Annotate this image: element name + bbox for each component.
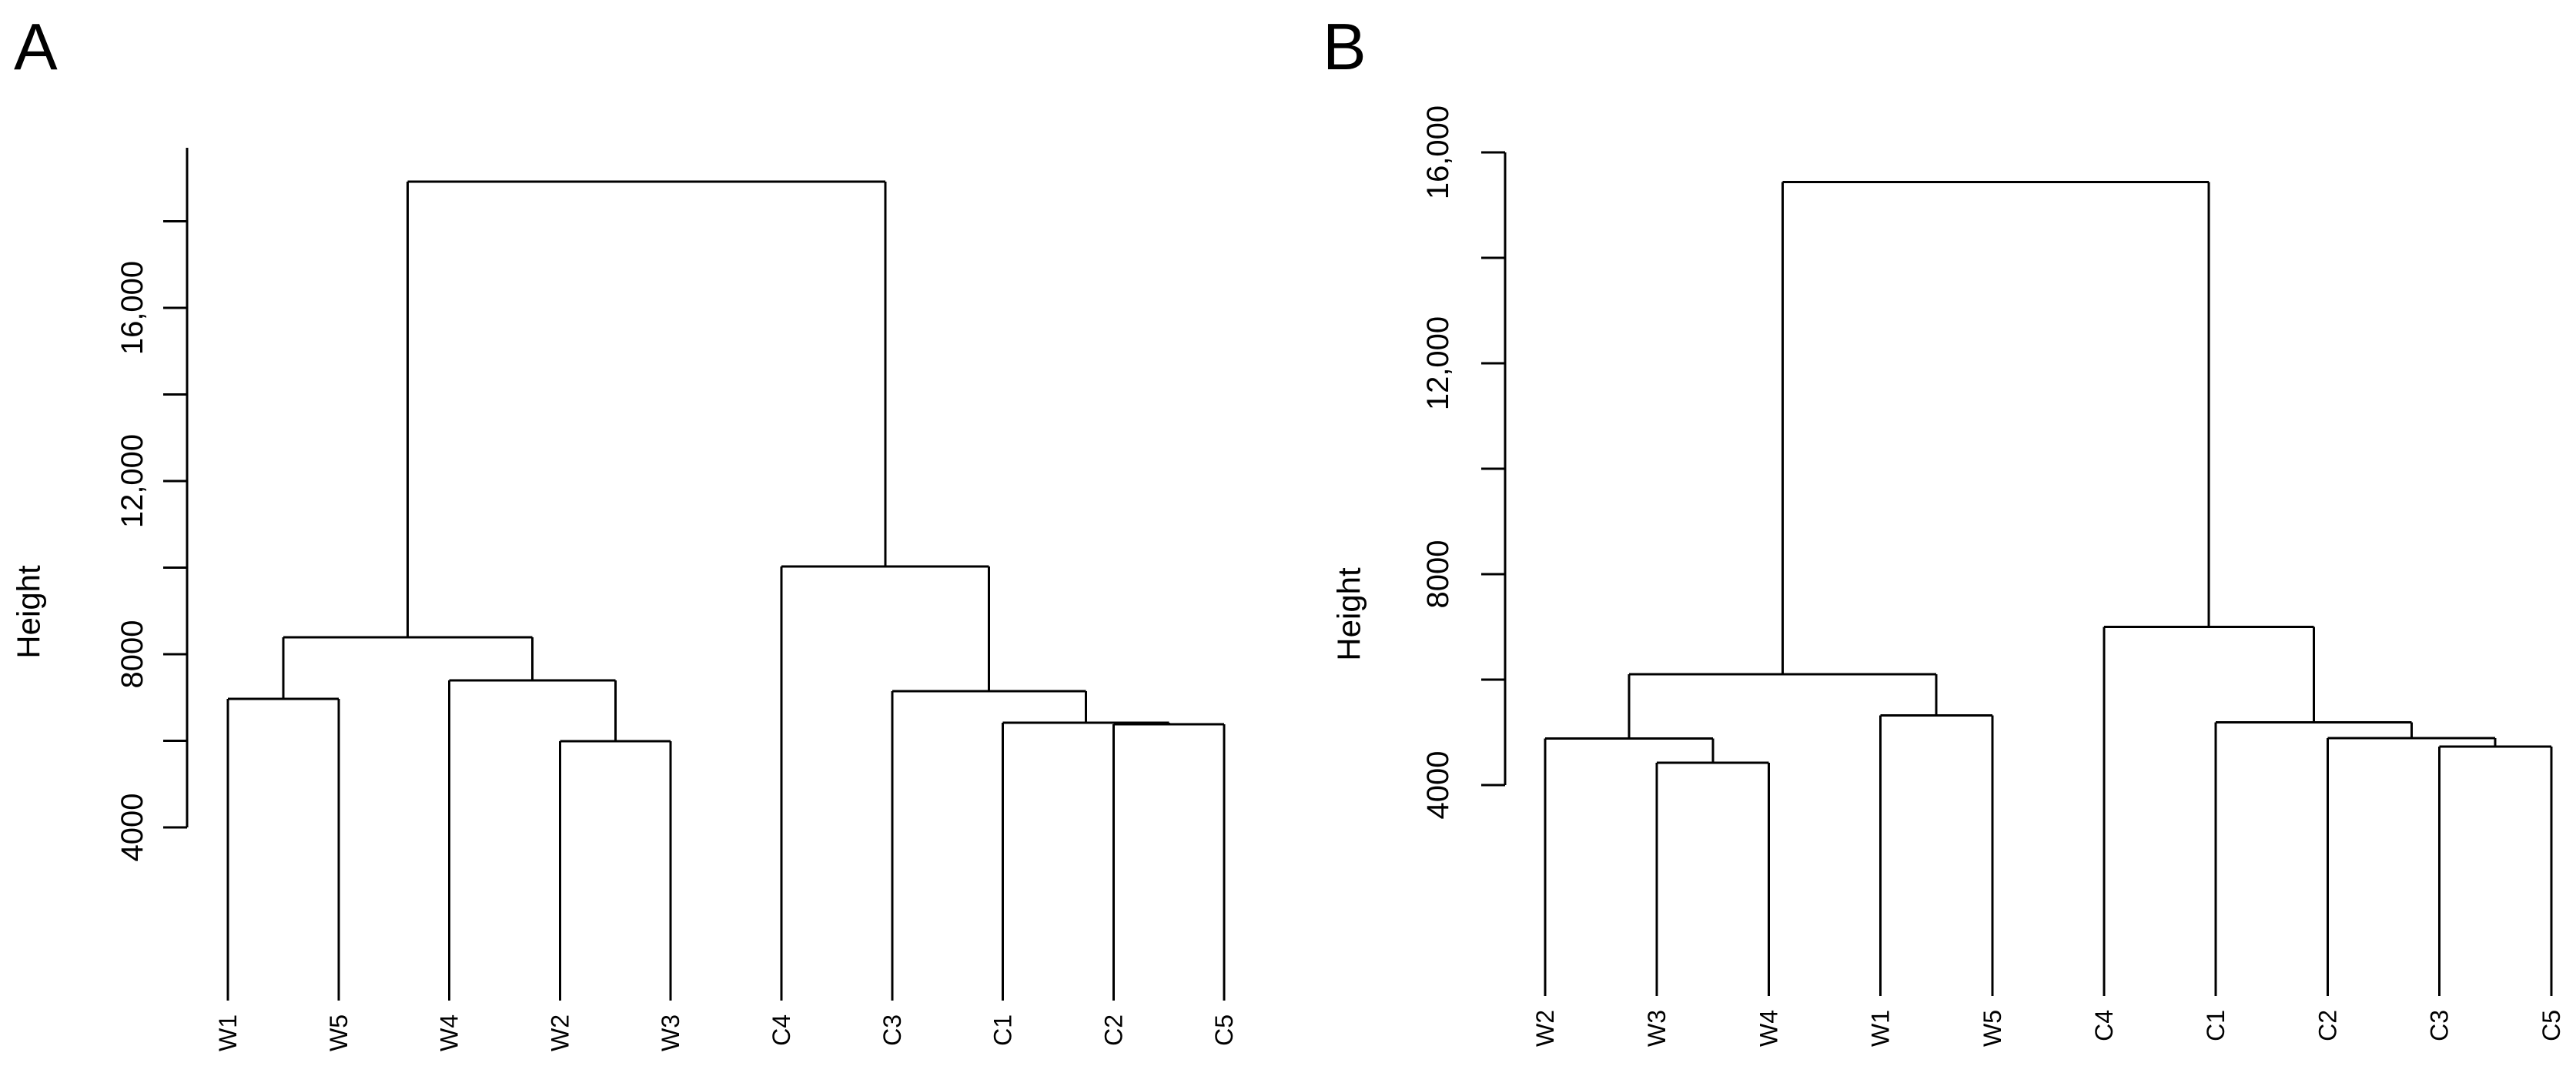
panel-b-leaf-label: C2: [2313, 1010, 2341, 1041]
panel-b-tick-label: 4000: [1421, 751, 1455, 820]
panel-b-tick-label: 16,000: [1421, 105, 1455, 199]
panel-a-leaf-label: C5: [1210, 1014, 1238, 1046]
panel-a-tree-lines: [226, 180, 1226, 1001]
panel-a-leaf-label: C1: [989, 1014, 1017, 1046]
panel-b-y-axis-title: Height: [1331, 567, 1367, 661]
panel-b-letter: B: [1323, 11, 1367, 84]
panel-a-tick-label: 12,000: [115, 434, 149, 528]
panel-a-tick-label: 16,000: [115, 261, 149, 355]
panel-b-tick-label: 12,000: [1421, 316, 1455, 410]
panel-a-leaf-label: C3: [878, 1014, 906, 1046]
panel-a-leaf-label: W3: [657, 1014, 684, 1051]
panel-b-tick-label: 8000: [1421, 540, 1455, 609]
panel-b-tree-lines: [1544, 180, 2553, 996]
panel-b-leaf-label: W1: [1867, 1010, 1895, 1047]
panel-a-leaf-label: W1: [214, 1014, 242, 1051]
panel-a-y-axis-title: Height: [11, 565, 47, 659]
panel-b-leaf-label: W4: [1755, 1010, 1782, 1047]
panel-a-leaf-label: W2: [546, 1014, 574, 1051]
panel-b-y-axis: [1481, 151, 1507, 787]
panel-b-leaf-label: C4: [2090, 1010, 2118, 1041]
panel-a-letter: A: [14, 11, 58, 84]
panel-a-leaf-label: W5: [325, 1014, 353, 1051]
panel-a-y-axis: [163, 148, 189, 829]
panel-a-leaf-label: W4: [436, 1014, 463, 1051]
panel-b-leaf-label: C1: [2202, 1010, 2230, 1041]
panel-b-leaf-label: W3: [1643, 1010, 1671, 1047]
panel-a-tick-label: 8000: [115, 620, 149, 689]
panel-b-leaf-label: C3: [2426, 1010, 2454, 1041]
panel-a-tick-label: 4000: [115, 794, 149, 862]
panel-b-leaf-label: W2: [1531, 1010, 1559, 1047]
panel-b-leaf-label: C5: [2538, 1010, 2565, 1041]
panel-b-leaf-label: W5: [1979, 1010, 2006, 1047]
panel-a-leaf-label: C2: [1099, 1014, 1127, 1046]
panel-a-leaf-label: C4: [768, 1014, 795, 1046]
